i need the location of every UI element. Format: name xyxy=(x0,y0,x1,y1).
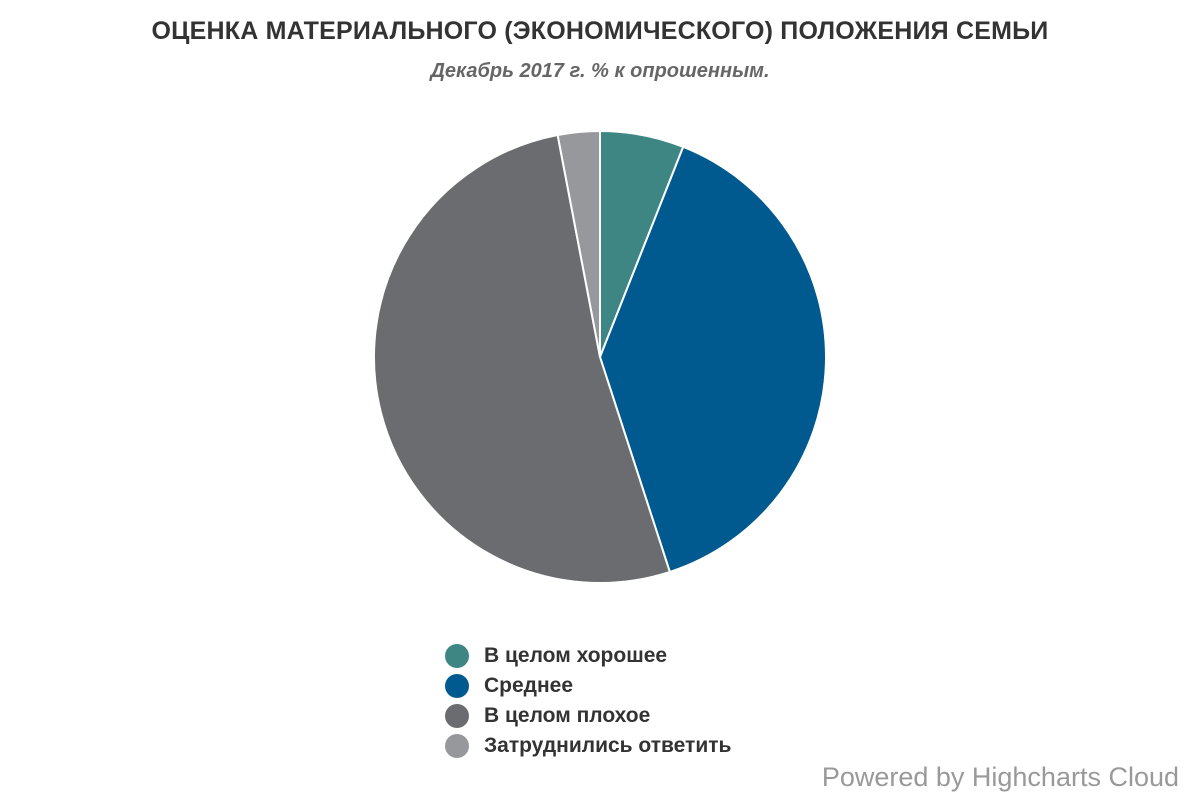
credits-link[interactable]: Powered by Highcharts Cloud xyxy=(821,762,1179,792)
legend-swatch-average xyxy=(445,674,469,698)
legend-swatch-bad xyxy=(445,704,469,728)
legend-item-average[interactable]: Среднее xyxy=(445,671,731,701)
legend-swatch-no-answer xyxy=(445,734,469,758)
legend-label-good: В целом хорошее xyxy=(484,644,668,667)
chart-title: ОЦЕНКА МАТЕРИАЛЬНОГО (ЭКОНОМИЧЕСКОГО) ПО… xyxy=(151,17,1049,45)
legend-item-bad[interactable]: В целом плохое xyxy=(445,701,731,731)
legend-label-average: Среднее xyxy=(484,674,574,697)
legend-label-no-answer: Затруднились ответить xyxy=(484,734,732,757)
pie-slice-no-answer[interactable] xyxy=(556,130,601,358)
legend-item-no-answer[interactable]: Затруднились ответить xyxy=(445,731,731,761)
chart-subtitle: Декабрь 2017 г. % к опрошенным. xyxy=(430,60,770,82)
pie-slice-average[interactable] xyxy=(599,145,827,573)
legend: В целом хорошее Среднее В целом плохое З… xyxy=(445,641,731,761)
pie-slices xyxy=(373,130,827,584)
legend-item-good[interactable]: В целом хорошее xyxy=(445,641,731,671)
pie-slice-bad[interactable] xyxy=(373,134,671,584)
legend-label-bad: В целом плохое xyxy=(484,704,651,727)
legend-swatch-good xyxy=(445,644,469,668)
